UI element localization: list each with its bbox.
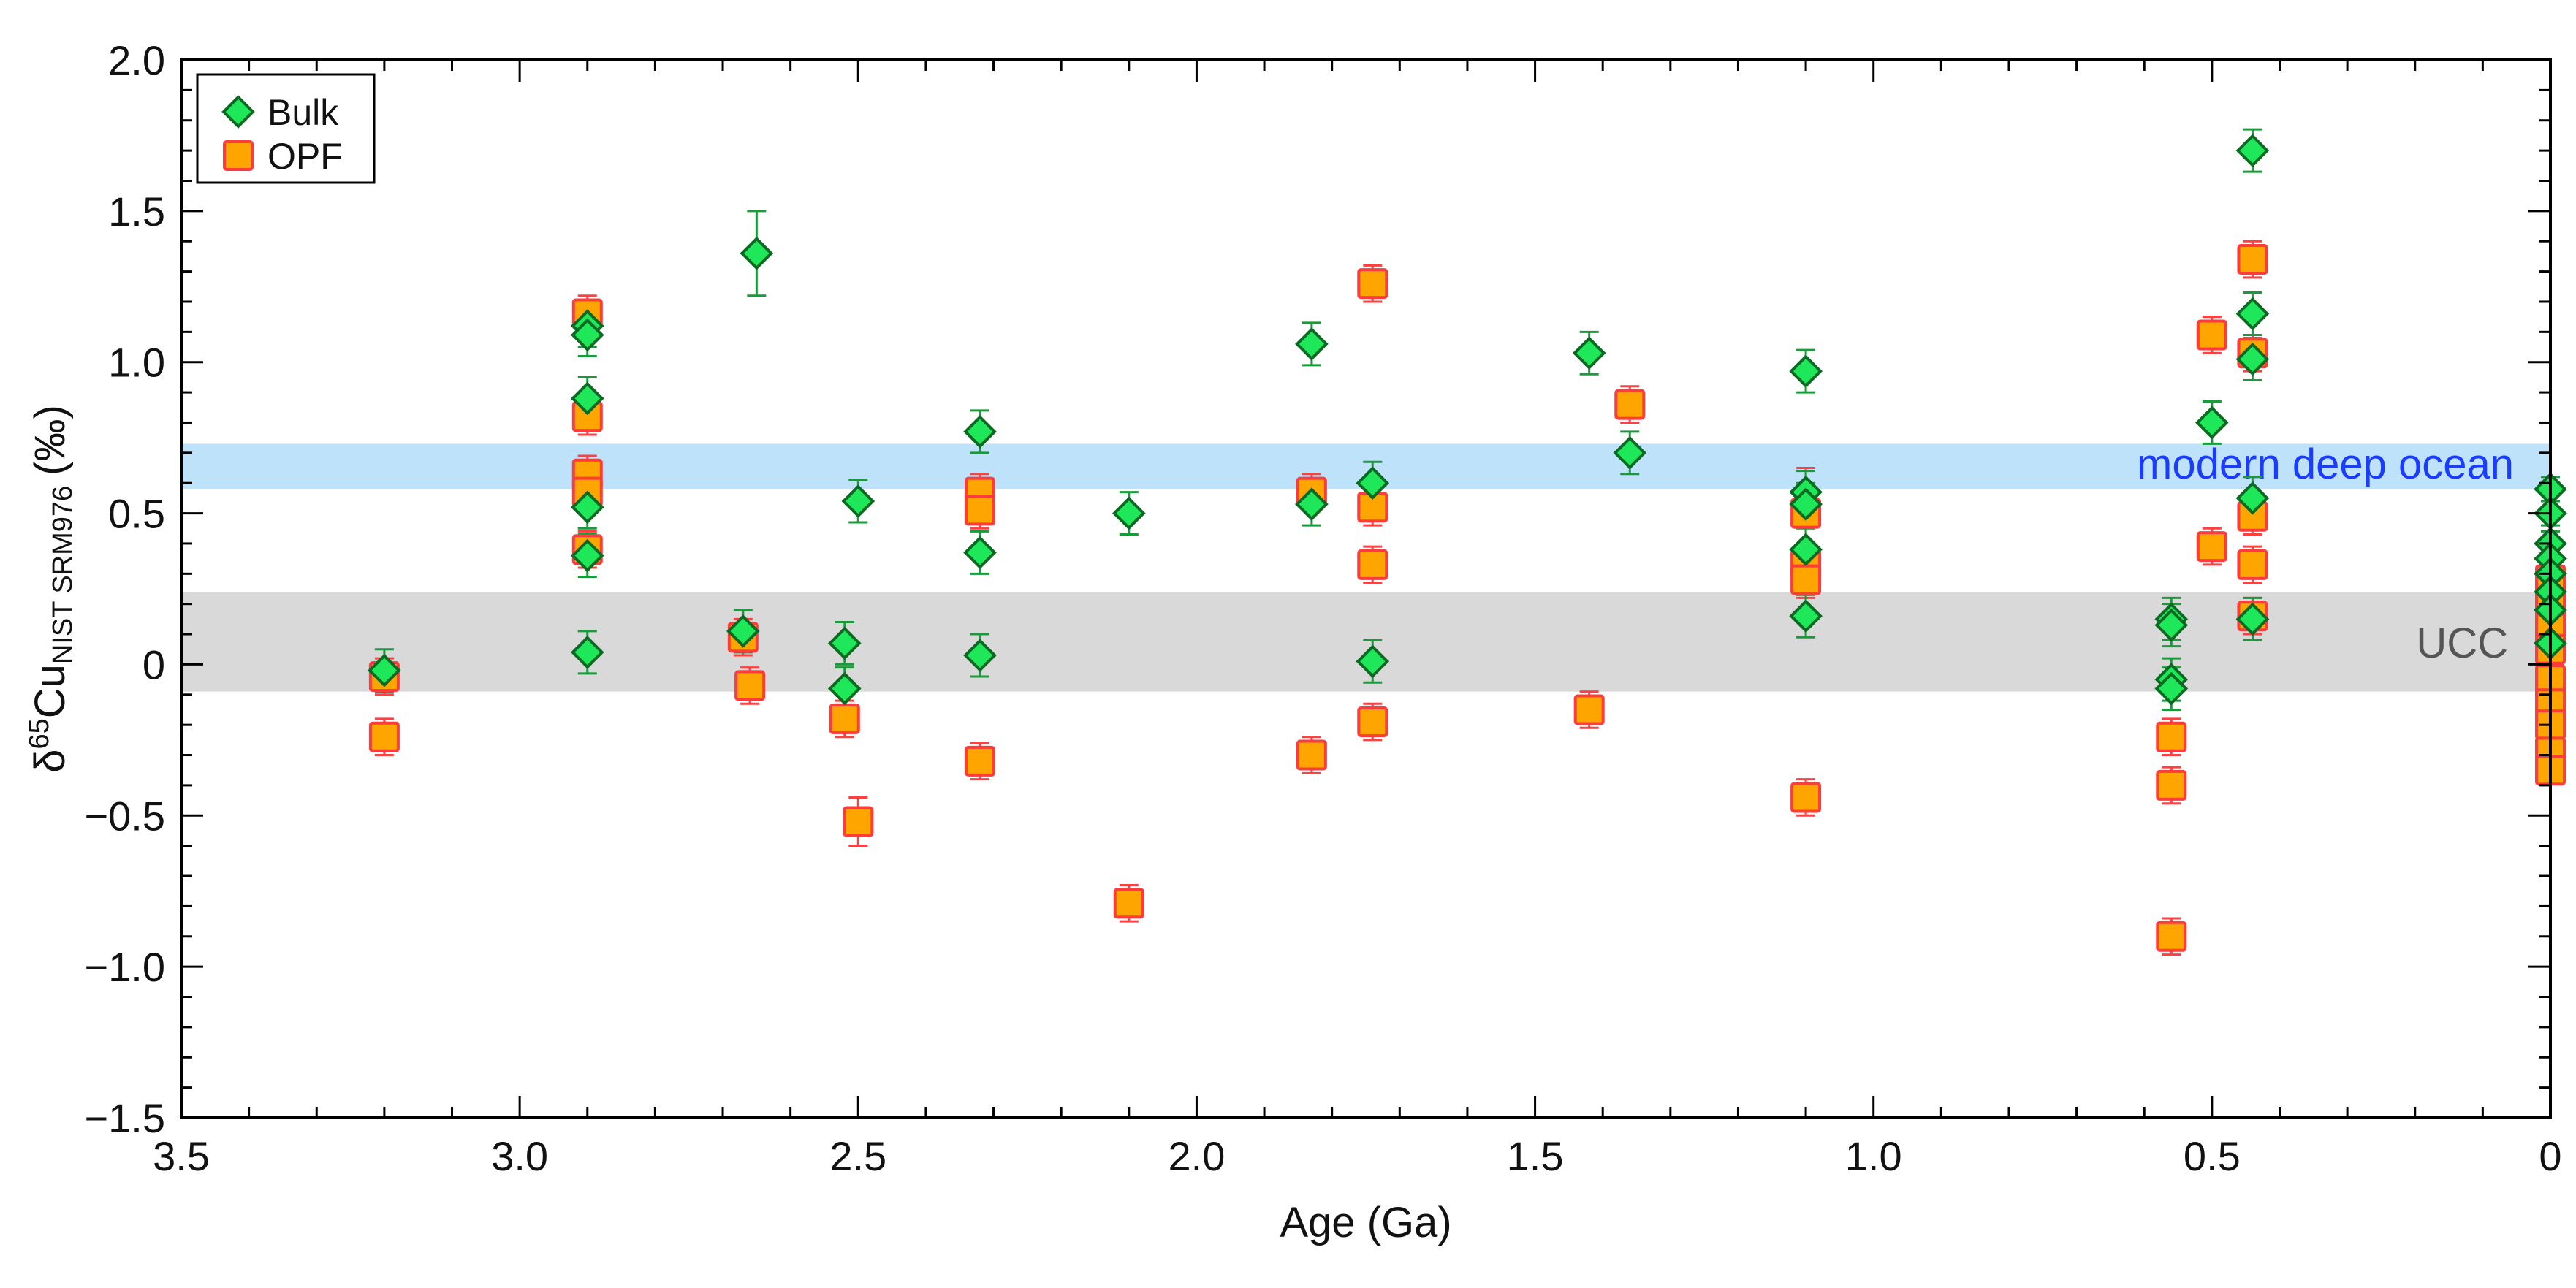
opf-point [1614,389,1646,420]
bulk-point [570,381,604,416]
opf-point [1573,694,1605,725]
legend-marker-bulk [221,95,255,129]
bulk-point [570,318,604,352]
band-label-ucc: UCC [2416,620,2508,667]
x-tick-label: 1.5 [1507,1133,1564,1179]
plot-frame [180,58,2552,1119]
opf-point [829,703,860,734]
band-ucc [181,592,2550,692]
bulk-point [740,236,774,270]
bulk-point [368,653,401,687]
x-tick-label: 0 [2539,1133,2561,1179]
y-axis-title-mass: 65 [24,718,55,749]
opf-point [2156,769,2187,801]
bulk-point [1356,644,1390,679]
bulk-point [726,614,760,648]
bulk-point [2154,608,2189,642]
bulk-point [1295,327,1329,361]
bulk-point [2235,602,2270,636]
x-axis-title: Age (Ga) [1280,1199,1451,1246]
opf-point [1296,739,1327,771]
opf-point [734,670,766,701]
bulk-point [827,626,862,660]
bulk-point [1356,466,1390,500]
opf-point [843,806,874,837]
bulk-point [1789,599,1823,633]
bulk-point [2235,297,2270,331]
bulk-point [2154,671,2189,706]
x-tick-label: 2.0 [1168,1133,1225,1179]
opf-point [1790,782,1822,813]
opf-point [1790,564,1822,595]
bulk-point [2235,342,2270,376]
errorbars-layer [374,128,2560,956]
y-axis-title: δ65CuNIST SRM976 (‰) [24,405,78,773]
opf-point [1357,268,1388,300]
opf-point [2156,921,2187,952]
y-tick-label: 1.5 [108,188,165,235]
bulk-point [2235,481,2270,515]
y-tick-label: 2.0 [108,37,165,83]
x-tick-label: 3.0 [491,1133,548,1179]
bulk-point [841,484,875,518]
bulk-point [1572,336,1606,370]
opf-point [2237,244,2268,275]
bulk-point [1613,436,1647,470]
opf-point [1113,888,1144,919]
x-tick-label: 2.5 [829,1133,886,1179]
bulk-point [2195,405,2229,440]
bulk-point [1112,496,1146,530]
y-tick-label: −1.0 [84,944,165,990]
opf-point [2196,531,2227,563]
bands-layer [181,443,2550,692]
opf-point [368,721,400,752]
opf-point [1357,706,1388,738]
bulk-point [2235,134,2270,167]
bulk-point [570,636,604,669]
band-labels-layer: modern deep ocean UCC [2137,441,2514,667]
x-tick-label: 1.0 [1845,1133,1902,1179]
opf-point [965,745,996,777]
bulk-point [827,671,862,706]
tick-labels-layer: 3.5 3.0 2.5 2.0 1.5 1.0 0.5 0 2.0 1.5 1.0 0.5 0 −0.5 −… [84,37,2561,1179]
y-tick-label: −0.5 [84,793,165,839]
y-tick-label: 1.0 [108,340,165,386]
markers-layer [368,134,2567,952]
ticks-layer [180,58,2552,1119]
x-tick-label: 3.5 [153,1133,210,1179]
y-axis-title-element: Cu [26,664,74,718]
bulk-point [1789,487,1823,521]
y-tick-label: 0 [143,641,165,687]
opf-point [2237,549,2268,580]
opf-point [1357,549,1388,580]
legend-marker-opf [223,140,254,171]
bulk-point [963,639,997,672]
legend-label-opf: OPF [267,136,343,177]
legend-label-bulk: Bulk [267,92,339,133]
opf-point [965,495,996,526]
y-tick-label: 0.5 [108,491,165,537]
bulk-point [963,415,997,449]
bulk-point [1789,354,1823,388]
bulk-point [1295,487,1329,521]
y-axis-title-reference: NIST SRM976 [48,486,78,664]
band-label-modern-deep-ocean: modern deep ocean [2137,441,2514,488]
bulk-point [570,538,604,573]
x-tick-label: 0.5 [2184,1133,2241,1179]
opf-point [2156,721,2187,752]
bulk-point [963,536,997,570]
bulk-point [1789,533,1823,567]
y-tick-label: −1.5 [84,1095,165,1141]
y-axis-title-delta: δ [26,750,74,773]
bulk-point [570,490,604,525]
opf-point [2196,319,2227,351]
y-axis-title-unit: (‰) [26,405,74,476]
